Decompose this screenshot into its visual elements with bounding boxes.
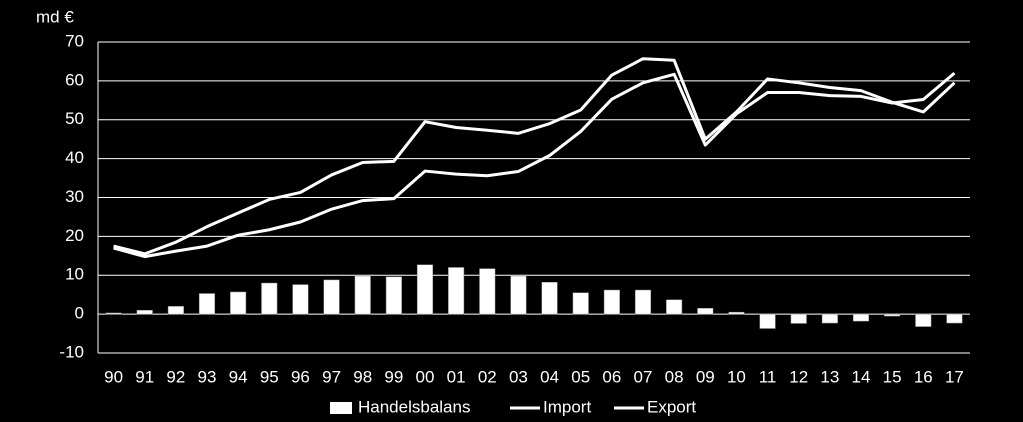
x-tick-label: 13 <box>820 367 839 386</box>
bar <box>230 291 247 315</box>
x-tick-label: 95 <box>260 367 279 386</box>
y-tick-label: 20 <box>65 226 84 245</box>
bar <box>510 275 527 315</box>
bar <box>479 268 496 315</box>
y-tick-label: 70 <box>65 31 84 50</box>
y-axis-label: md € <box>36 7 74 26</box>
y-tick-label: 60 <box>65 70 84 89</box>
bar <box>448 267 465 315</box>
x-tick-label: 90 <box>104 367 123 386</box>
x-tick-label: 04 <box>540 367 559 386</box>
bar <box>292 284 309 315</box>
bar <box>198 293 216 315</box>
legend-label: Export <box>647 397 696 416</box>
bar <box>603 289 620 315</box>
x-tick-label: 03 <box>509 367 528 386</box>
x-tick-label: 15 <box>883 367 902 386</box>
x-tick-label: 17 <box>945 367 964 386</box>
bar <box>884 313 901 317</box>
bar <box>136 309 153 315</box>
bar <box>354 275 371 315</box>
x-tick-label: 91 <box>135 367 154 386</box>
x-tick-label: 02 <box>478 367 497 386</box>
x-tick-label: 16 <box>914 367 933 386</box>
bar <box>790 313 807 324</box>
y-tick-label: 0 <box>75 304 84 323</box>
x-tick-label: 99 <box>384 367 403 386</box>
y-tick-label: 30 <box>65 187 84 206</box>
y-tick-label: 40 <box>65 148 84 167</box>
bar <box>541 281 558 315</box>
y-tick-label: 50 <box>65 109 84 128</box>
x-tick-label: 08 <box>665 367 684 386</box>
x-tick-label: 94 <box>229 367 248 386</box>
bar <box>416 264 434 315</box>
bar <box>759 313 776 329</box>
bar <box>915 313 932 327</box>
x-tick-label: 97 <box>322 367 341 386</box>
x-tick-label: 09 <box>696 367 715 386</box>
line <box>113 71 956 259</box>
bar <box>572 292 589 315</box>
y-tick-label: 10 <box>65 265 84 284</box>
legend-label: Handelsbalans <box>358 397 470 416</box>
bar <box>946 313 963 324</box>
line <box>113 57 956 256</box>
x-tick-label: 92 <box>166 367 185 386</box>
x-tick-label: 96 <box>291 367 310 386</box>
bar <box>666 299 683 315</box>
legend-label: Import <box>543 397 591 416</box>
x-tick-label: 14 <box>852 367 871 386</box>
bar <box>852 313 870 322</box>
y-tick-label: -10 <box>59 342 84 361</box>
bar <box>385 276 402 315</box>
bar <box>323 279 340 315</box>
x-tick-label: 00 <box>416 367 435 386</box>
x-tick-label: 06 <box>602 367 621 386</box>
bar <box>697 308 714 315</box>
x-tick-label: 93 <box>198 367 217 386</box>
x-tick-label: 12 <box>789 367 808 386</box>
bar <box>167 306 184 315</box>
x-tick-label: 01 <box>447 367 466 386</box>
x-tick-label: 05 <box>571 367 590 386</box>
bar <box>261 282 278 315</box>
bar <box>821 313 838 324</box>
x-tick-label: 07 <box>634 367 653 386</box>
bar <box>634 289 652 315</box>
bar <box>728 311 745 315</box>
legend-swatch <box>330 402 352 414</box>
x-tick-label: 11 <box>759 367 777 386</box>
x-tick-label: 10 <box>727 367 746 386</box>
bar <box>105 312 122 315</box>
x-tick-label: 98 <box>353 367 372 386</box>
